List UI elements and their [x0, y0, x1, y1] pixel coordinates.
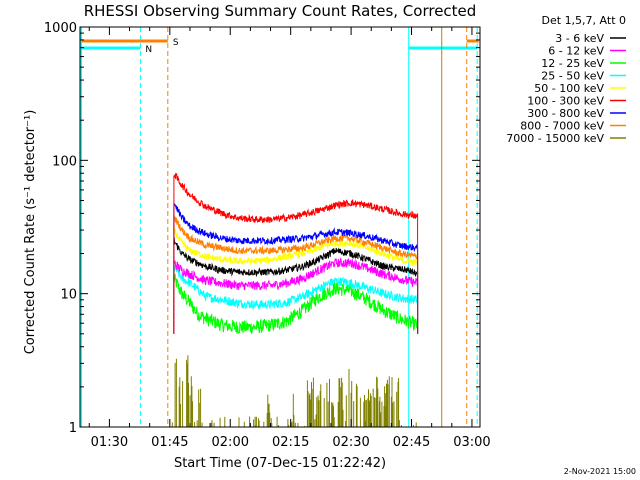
series-line-8: [171, 355, 419, 427]
series-line-7: [173, 213, 419, 334]
legend-entry-label: 50 - 100 keV: [534, 82, 604, 95]
series-line-5: [173, 172, 419, 334]
series-line-2: [173, 273, 419, 334]
legend-entry-label: 3 - 6 keV: [555, 32, 604, 45]
series-line-1: [173, 257, 419, 334]
legend-entry-label: 6 - 12 keV: [548, 45, 604, 58]
y-tick-label: 100: [52, 154, 77, 169]
y-tick-label: 1000: [44, 21, 77, 36]
y-axis: 1 10 100 1000: [44, 21, 480, 436]
x-tick-label: 02:45: [393, 435, 430, 450]
x-tick-label: 02:30: [332, 435, 369, 450]
legend-entry-label: 100 - 300 keV: [527, 95, 604, 108]
series-line-6: [173, 203, 419, 334]
x-tick-label: 02:15: [272, 435, 309, 450]
footer-timestamp: 2-Nov-2021 15:00: [564, 467, 636, 476]
x-axis-label: Start Time (07-Dec-15 01:22:42): [174, 456, 386, 471]
legend-entry-label: 800 - 7000 keV: [520, 120, 604, 133]
legend-entry-label: 300 - 800 keV: [527, 107, 604, 120]
plot-frame: [79, 26, 481, 428]
legend-entry-label: 25 - 50 keV: [541, 70, 604, 83]
series-group: [171, 172, 419, 427]
y-tick-label: 1: [69, 421, 77, 436]
legend-header: Det 1,5,7, Att 0: [542, 14, 626, 27]
observing-intervals: SN: [80, 27, 479, 427]
x-tick-label: 02:00: [212, 435, 249, 450]
series-line-3: [173, 263, 419, 334]
interval-label-s: S: [173, 38, 179, 48]
series-line-4: [173, 226, 419, 334]
x-tick-label: 01:45: [151, 435, 188, 450]
x-axis: 01:30 01:45 02:00 02:15 02:30 02:45 03:00: [88, 27, 491, 450]
y-tick-label: 10: [60, 288, 77, 303]
x-tick-label: 01:30: [91, 435, 128, 450]
interval-label-n: N: [145, 45, 152, 55]
x-tick-label: 03:00: [453, 435, 490, 450]
y-axis-label: Corrected Count Rate (s⁻¹ detector⁻¹): [23, 110, 38, 355]
series-line-0: [173, 237, 419, 334]
chart-title: RHESSI Observing Summary Count Rates, Co…: [84, 2, 477, 20]
legend-entry-label: 7000 - 15000 keV: [506, 132, 604, 145]
legend-entry-label: 12 - 25 keV: [541, 57, 604, 70]
